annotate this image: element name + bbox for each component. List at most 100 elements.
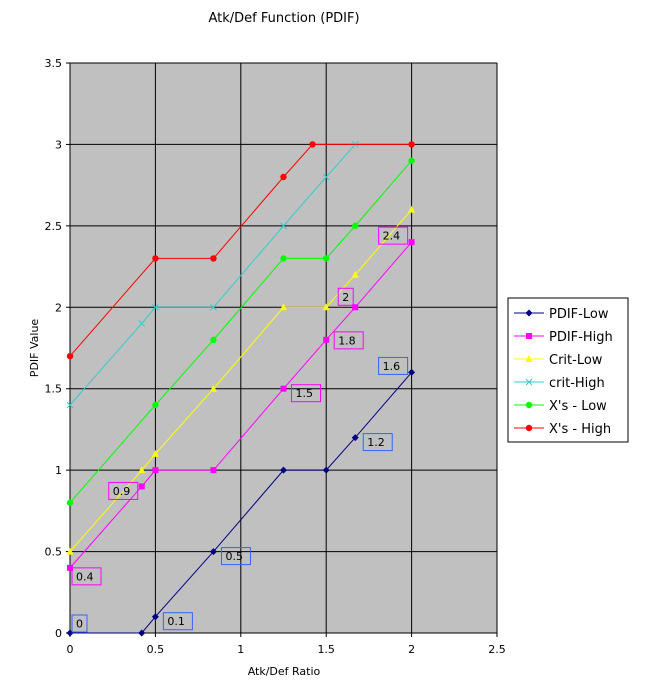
legend-label-x-s-low: X's - Low [549, 399, 607, 414]
y-tick-label: 0.5 [45, 546, 63, 559]
data-point-x-s-high [309, 141, 316, 148]
data-point-crit-high [280, 222, 287, 230]
legend-marker-pdif-high [526, 333, 532, 339]
data-point-x-s-high [66, 352, 74, 360]
data-point-x-s-high [280, 173, 287, 181]
data-point-x-s-low [152, 401, 159, 409]
series-line-crit-low [69, 209, 412, 552]
data-label: 0.4 [71, 567, 102, 586]
data-point-x-s-low [352, 222, 359, 230]
data-point-x-s-low [280, 255, 287, 262]
data-label-box [220, 547, 251, 566]
data-label: 1.8 [333, 331, 364, 350]
data-point-x-s-high [152, 255, 159, 262]
data-label-box [333, 331, 364, 350]
legend-label-crit-low: Crit-Low [549, 353, 603, 368]
chart-title: Atk/Def Function (PDIF) [208, 11, 359, 26]
data-label-text: 1.2 [367, 436, 385, 449]
y-tick-label: 0 [55, 627, 62, 640]
data-label-box [337, 287, 354, 306]
data-point-crit-high [152, 303, 159, 311]
data-label-text: 0.1 [167, 615, 185, 628]
data-point-pdif-low [151, 613, 159, 621]
data-point-crit-low [209, 384, 217, 392]
legend-label-crit-high: crit-High [549, 376, 605, 391]
x-tick-label: 2.5 [488, 643, 506, 656]
y-tick-label: 1.5 [45, 383, 63, 396]
data-label-text: 0.4 [76, 570, 94, 583]
data-label-text: 0.5 [225, 550, 243, 563]
data-point-crit-high [322, 173, 330, 181]
data-point-pdif-low [280, 466, 287, 474]
x-tick-label: 0.5 [147, 643, 165, 656]
data-label-box [362, 433, 393, 452]
data-point-pdif-low [408, 368, 416, 376]
data-point-pdif-high [152, 467, 159, 474]
data-label: 1.5 [291, 384, 321, 403]
data-label: 2 [337, 287, 354, 306]
data-label-text: 2 [342, 291, 349, 304]
data-label: 0.5 [220, 547, 251, 566]
series-line-x-s-high [69, 143, 412, 357]
data-label: 1.2 [362, 433, 393, 452]
data-point-x-s-high [210, 255, 217, 262]
data-point-crit-high [138, 320, 146, 327]
data-point-crit-low [66, 547, 74, 555]
x-tick-label: 2 [408, 643, 415, 656]
legend: PDIF-Low PDIF-High Crit-Low crit-High X's - … [507, 297, 629, 443]
data-label-box [378, 356, 409, 375]
data-label-text: 0 [76, 618, 83, 631]
data-point-crit-low [280, 303, 287, 311]
data-point-crit-low [408, 205, 416, 213]
legend-label-x-s-high: X's - High [549, 422, 611, 437]
data-point-pdif-high [408, 239, 415, 246]
data-point-x-s-low [210, 336, 217, 344]
series-line-pdif-low [70, 372, 412, 634]
data-point-pdif-low [138, 629, 146, 637]
data-label-box [291, 384, 321, 403]
data-point-pdif-high [138, 483, 145, 490]
x-axis-label: Atk/Def Ratio [248, 665, 321, 678]
data-label-box [162, 612, 193, 631]
data-point-crit-low [151, 449, 159, 457]
legend-marker-pdif-low [525, 309, 533, 317]
data-point-pdif-high [323, 336, 330, 343]
data-point-pdif-high [352, 304, 359, 311]
data-point-crit-high [210, 303, 217, 311]
data-label: 0 [71, 614, 88, 633]
data-label-text: 1.8 [338, 334, 356, 347]
data-point-pdif-low [351, 434, 359, 442]
y-tick-label: 3.5 [45, 57, 63, 70]
data-label-box [71, 567, 102, 586]
y-tick-label: 2.5 [45, 220, 63, 233]
data-point-crit-low [138, 466, 146, 474]
data-point-pdif-low [322, 466, 330, 474]
data-label: 0.9 [108, 481, 139, 500]
legend-label-pdif-high: PDIF-High [549, 330, 613, 345]
plot-area: 0 0.5 1 1.5 2 2.5 0 0.5 1 1.5 2 2.5 3 3.5 0 0.1 0.5 1.2 1.… [45, 57, 506, 656]
data-label-box [378, 226, 409, 245]
data-label-text: 0.9 [113, 485, 130, 498]
data-label-text: 2.4 [383, 230, 401, 243]
legend-box [507, 297, 629, 443]
x-tick-label: 1.5 [317, 643, 335, 656]
y-tick-label: 1 [55, 464, 62, 477]
data-point-pdif-high [67, 564, 73, 571]
data-point-pdif-high [280, 385, 287, 392]
y-tick-label: 3 [55, 138, 62, 151]
data-label-box [71, 614, 88, 633]
data-point-crit-high [66, 401, 74, 409]
data-point-x-s-low [323, 255, 330, 262]
y-axis-label: PDIF Value [28, 319, 41, 378]
plot-background [69, 62, 498, 634]
data-label-text: 1.6 [383, 360, 401, 373]
data-label: 0.1 [162, 612, 193, 631]
data-point-x-s-low [66, 499, 74, 506]
x-tick-label: 1 [237, 643, 244, 656]
data-point-pdif-high [210, 467, 217, 474]
data-label: 2.4 [378, 226, 409, 245]
data-point-pdif-low [209, 548, 217, 556]
y-tick-label: 2 [55, 301, 62, 314]
data-point-x-s-low [408, 157, 415, 164]
